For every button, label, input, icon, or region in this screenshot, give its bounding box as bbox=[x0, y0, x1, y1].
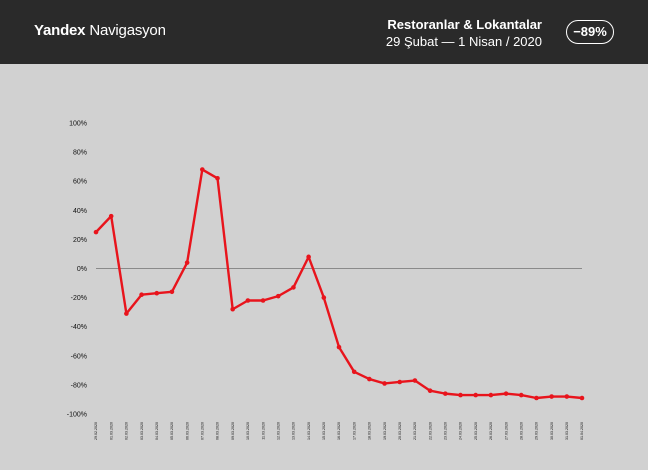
data-point bbox=[260, 298, 266, 303]
x-tick-label: 31.03.2020 bbox=[565, 422, 569, 440]
y-tick-label: 40% bbox=[73, 208, 87, 215]
data-point bbox=[397, 379, 403, 385]
x-tick-label: 02.03.2020 bbox=[125, 422, 129, 440]
chart-subtitle: 29 Şubat — 1 Nisan / 2020 bbox=[385, 34, 542, 49]
data-point bbox=[427, 388, 433, 394]
chart-titles: Restoranlar & Lokantalar 29 Şubat — 1 Ni… bbox=[386, 17, 542, 51]
x-tick-label: 06.03.2020 bbox=[185, 422, 189, 440]
data-point bbox=[108, 213, 114, 219]
data-point bbox=[154, 290, 160, 296]
y-tick-label: -80% bbox=[71, 382, 87, 389]
brand-bold: Yandex bbox=[34, 22, 86, 39]
data-point bbox=[367, 376, 372, 382]
y-tick-label: 20% bbox=[73, 237, 87, 244]
x-tick-label: 09.03.2020 bbox=[231, 422, 235, 440]
data-point bbox=[169, 289, 175, 295]
data-point bbox=[230, 306, 235, 312]
data-point bbox=[564, 394, 570, 399]
x-tick-label: 20.03.2020 bbox=[398, 422, 402, 440]
x-tick-label: 10.03.2020 bbox=[246, 422, 250, 440]
series-line bbox=[95, 168, 583, 400]
data-point bbox=[549, 394, 554, 399]
x-tick-label: 04.03.2020 bbox=[155, 422, 159, 440]
x-tick-label: 22.03.2020 bbox=[428, 422, 432, 440]
line-chart: 100% 80% 60% 40% 20% 0% -20% -40% -60% -80% -100% 2… bbox=[67, 121, 585, 440]
y-tick-label: 0% bbox=[77, 266, 87, 273]
data-point bbox=[443, 391, 448, 396]
x-tick-label: 27.03.2020 bbox=[504, 422, 508, 440]
x-tick-label: 18.03.2020 bbox=[368, 422, 372, 440]
data-point bbox=[93, 229, 99, 235]
x-tick-label: 29.02.2020 bbox=[94, 422, 98, 440]
data-point bbox=[275, 293, 281, 299]
data-point bbox=[139, 292, 144, 297]
data-point bbox=[458, 392, 463, 398]
x-tick-label: 23.03.2020 bbox=[444, 422, 448, 440]
x-tick-label: 12.03.2020 bbox=[276, 422, 280, 440]
x-tick-label: 24.03.2020 bbox=[459, 422, 463, 440]
data-point bbox=[518, 392, 524, 398]
data-point bbox=[245, 298, 251, 303]
x-tick-label: 13.03.2020 bbox=[292, 422, 296, 440]
x-tick-label: 11.03.2020 bbox=[261, 422, 265, 440]
x-tick-label: 07.03.2020 bbox=[201, 422, 205, 440]
x-tick-label: 19.03.2020 bbox=[383, 422, 387, 440]
chart-title: Restoranlar & Lokantalar bbox=[387, 17, 542, 32]
x-tick-label: 03.03.2020 bbox=[140, 422, 144, 440]
data-point bbox=[321, 295, 327, 300]
x-tick-label: 25.03.2020 bbox=[474, 422, 478, 440]
y-tick-label: 60% bbox=[73, 179, 87, 186]
y-tick-label: -100% bbox=[67, 412, 87, 419]
x-tick-label: 05.03.2020 bbox=[170, 422, 174, 440]
x-tick-label: 08.03.2020 bbox=[216, 422, 220, 440]
header-bar: Yandex Navigasyon Restoranlar & Lokantala… bbox=[0, 0, 648, 64]
x-tick-label: 21.03.2020 bbox=[413, 422, 417, 440]
data-point bbox=[306, 254, 311, 260]
data-point bbox=[351, 369, 357, 375]
data-point bbox=[184, 260, 190, 265]
brand-regular: Navigasyon bbox=[89, 22, 166, 39]
x-tick-label: 01.04.2020 bbox=[580, 422, 584, 440]
data-point bbox=[412, 378, 418, 383]
change-badge: −89% bbox=[566, 20, 614, 44]
y-tick-label: -20% bbox=[71, 295, 87, 302]
x-tick-label: 29.03.2020 bbox=[535, 422, 539, 440]
y-tick-label: -40% bbox=[71, 324, 87, 331]
data-point bbox=[200, 167, 205, 172]
y-tick-label: 100% bbox=[69, 121, 87, 128]
x-tick-label: 26.03.2020 bbox=[489, 422, 493, 440]
x-tick-label: 30.03.2020 bbox=[550, 422, 554, 440]
x-tick-label: 16.03.2020 bbox=[337, 422, 341, 440]
data-point bbox=[534, 395, 539, 401]
y-tick-label: -60% bbox=[71, 353, 87, 360]
data-point bbox=[124, 311, 129, 316]
data-point bbox=[579, 395, 585, 401]
data-point bbox=[488, 392, 494, 398]
data-point bbox=[291, 285, 296, 290]
data-point bbox=[503, 391, 509, 396]
data-point bbox=[473, 392, 478, 398]
y-tick-label: 80% bbox=[73, 150, 87, 157]
x-tick-label: 17.03.2020 bbox=[352, 422, 356, 440]
x-tick-label: 15.03.2020 bbox=[322, 422, 326, 440]
brand-logo: Yandex Navigasyon bbox=[34, 22, 166, 39]
data-point bbox=[336, 344, 342, 350]
x-tick-label: 14.03.2020 bbox=[307, 422, 311, 440]
data-point bbox=[215, 175, 220, 181]
x-tick-label: 28.03.2020 bbox=[519, 422, 523, 440]
x-tick-label: 01.03.2020 bbox=[109, 422, 113, 440]
data-point bbox=[382, 381, 387, 386]
